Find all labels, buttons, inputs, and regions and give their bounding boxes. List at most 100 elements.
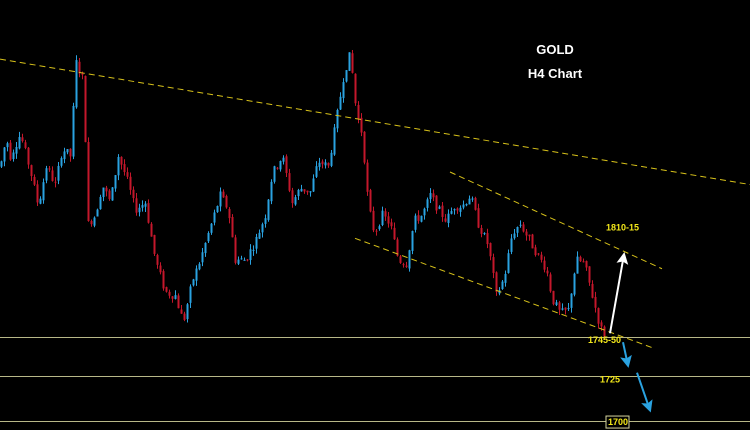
- candle-body: [417, 215, 420, 221]
- candle-body: [15, 147, 18, 154]
- candle-body: [444, 218, 447, 222]
- candle-body: [111, 187, 114, 201]
- candle-body: [333, 127, 336, 155]
- chart-title-timeframe: H4 Chart: [527, 66, 583, 81]
- trendline-channel-upper: [449, 171, 663, 270]
- candle-body: [438, 206, 441, 209]
- candle-body: [408, 250, 411, 269]
- candle-body: [303, 189, 306, 192]
- candle-body: [462, 204, 465, 208]
- candle-body: [156, 255, 159, 265]
- candle-body: [57, 165, 60, 181]
- candle-body: [270, 181, 273, 202]
- candle-body: [531, 234, 534, 249]
- candle-body: [294, 197, 297, 205]
- candle-body: [237, 259, 240, 264]
- candle-body: [147, 203, 150, 223]
- candle-body: [66, 149, 69, 153]
- candle-body: [564, 307, 567, 310]
- candle-body: [363, 131, 366, 163]
- candle-body: [207, 233, 210, 242]
- trendline-channel-lower: [354, 237, 653, 349]
- candle-body: [585, 261, 588, 268]
- candle-body: [174, 295, 177, 299]
- candle-body: [291, 190, 294, 204]
- candle-body: [192, 279, 195, 286]
- candle-body: [96, 209, 99, 217]
- candle-body: [384, 211, 387, 217]
- candle-body: [18, 137, 21, 149]
- candle-body: [525, 231, 528, 236]
- candle-body: [420, 215, 423, 222]
- candle-body: [318, 162, 321, 167]
- level-label-1700: 1700: [608, 417, 628, 427]
- candle-body: [600, 322, 603, 327]
- candle-body: [528, 234, 531, 237]
- candle-body: [99, 196, 102, 210]
- candle-body: [558, 302, 561, 310]
- candle-body: [357, 104, 360, 120]
- candle-body: [204, 242, 207, 254]
- candle-body: [495, 272, 498, 292]
- candle-body: [519, 224, 522, 226]
- candle-body: [588, 266, 591, 283]
- candle-body: [354, 73, 357, 104]
- candle-body: [21, 137, 24, 142]
- candle-body: [117, 156, 120, 176]
- candle-body: [534, 247, 537, 256]
- candle-body: [492, 257, 495, 273]
- candle-body: [315, 166, 318, 177]
- candle-body: [144, 203, 147, 207]
- candle-body: [516, 226, 519, 233]
- candle-body: [288, 173, 291, 191]
- candle-body: [453, 209, 456, 211]
- candle-body: [36, 184, 39, 203]
- candle-body: [447, 213, 450, 223]
- candle-body: [603, 326, 606, 337]
- candle-body: [228, 209, 231, 219]
- candle-body: [189, 286, 192, 303]
- candle-body: [393, 227, 396, 240]
- candle-body: [42, 182, 45, 201]
- candle-body: [552, 290, 555, 305]
- candle-body: [336, 109, 339, 129]
- candle-body: [489, 243, 492, 257]
- candle-body: [6, 143, 9, 148]
- candle-body: [540, 254, 543, 260]
- candle-body: [276, 167, 279, 169]
- candle-body: [582, 261, 585, 263]
- candle-body: [327, 162, 330, 166]
- candle-body: [513, 233, 516, 239]
- candle-body: [261, 224, 264, 233]
- candle-body: [378, 226, 381, 230]
- candle-body: [561, 308, 564, 310]
- candle-body: [486, 233, 489, 245]
- candle-body: [0, 161, 3, 167]
- candle-body: [84, 75, 87, 143]
- candle-body: [219, 191, 222, 207]
- candle-body: [210, 223, 213, 233]
- candle-body: [30, 165, 33, 177]
- candle-body: [306, 190, 309, 193]
- candle-body: [171, 296, 174, 299]
- candle-body: [240, 258, 243, 260]
- candle-body: [309, 191, 312, 193]
- level-label-1745-50: 1745-50: [588, 335, 621, 345]
- candle-body: [510, 238, 513, 252]
- candle-body: [285, 156, 288, 173]
- candle-body: [372, 210, 375, 231]
- candle-body: [330, 152, 333, 166]
- candle-body: [501, 281, 504, 290]
- candle-body: [348, 52, 351, 71]
- candle-body: [471, 198, 474, 200]
- arrow-down-1: [620, 341, 632, 368]
- candle-body: [249, 249, 252, 261]
- candle-body: [312, 178, 315, 192]
- candle-body: [597, 308, 600, 324]
- candle-body: [429, 193, 432, 200]
- candle-body: [570, 293, 573, 308]
- candle-body: [72, 105, 75, 157]
- candle-body: [54, 181, 57, 183]
